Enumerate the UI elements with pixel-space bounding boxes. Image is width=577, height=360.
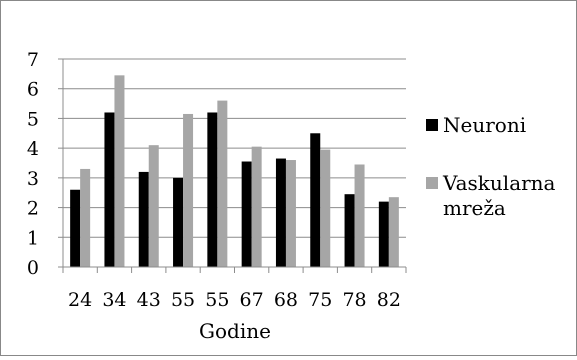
x-tick-label: 55 [171,289,195,311]
bar-neuroni [138,171,149,267]
x-tick-labels: 24 34 43 55 55 67 68 75 78 82 [68,289,401,311]
bar-vaskularna-mreza [285,160,296,267]
bar-vaskularna-mreza [80,168,91,267]
legend-swatch-neuroni [426,119,438,131]
bar-vaskularna-mreza [183,113,194,267]
y-tick-label: 2 [27,198,39,220]
y-tick-labels: 0 1 2 3 4 5 6 7 [27,49,39,279]
bar-neuroni [241,161,252,267]
bar-neuroni [70,189,81,267]
bar-vaskularna-mreza [354,164,365,267]
axes [58,58,407,273]
bar-neuroni [104,112,115,267]
legend-swatch-vaskularna-mreza [426,177,438,189]
x-tick-label: 55 [205,289,229,311]
legend: Neuroni Vaskularna mreža [426,113,562,220]
bar-neuroni [310,133,321,267]
bar-vaskularna-mreza [320,149,331,267]
legend-label-line-1: Vaskularna [442,171,556,195]
bars [70,75,399,267]
x-tick-label: 43 [137,289,161,311]
bar-neuroni [275,158,286,267]
legend-label-vaskularna-mreza: Vaskularna mreža [442,171,562,220]
legend-label-neuroni: Neuroni [443,113,526,137]
legend-label-line-2: mreža [443,196,506,220]
x-tick-label: 68 [274,289,298,311]
bar-neuroni [173,177,184,267]
bar-vaskularna-mreza [251,146,262,267]
y-tick-label: 6 [27,79,39,101]
y-tick-label: 5 [27,108,39,130]
x-tick-label: 67 [240,289,264,311]
y-tick-label: 4 [27,138,39,160]
x-tick-label: 34 [102,289,126,311]
y-tick-label: 0 [27,257,39,279]
bar-vaskularna-mreza [114,75,125,267]
x-tick-label: 24 [68,289,92,311]
x-tick-label: 82 [377,289,401,311]
y-tick-label: 3 [27,168,39,190]
y-tick-label: 7 [27,49,39,71]
x-axis-title: Godine [199,319,271,343]
bar-vaskularna-mreza [148,145,159,267]
bar-neuroni [207,112,218,267]
bar-vaskularna-mreza [388,197,399,267]
bar-vaskularna-mreza [217,100,228,267]
bar-neuroni [344,194,355,267]
x-tick-label: 75 [308,289,332,311]
bar-neuroni [378,201,389,267]
y-tick-label: 1 [27,227,39,249]
x-tick-label: 78 [342,289,366,311]
